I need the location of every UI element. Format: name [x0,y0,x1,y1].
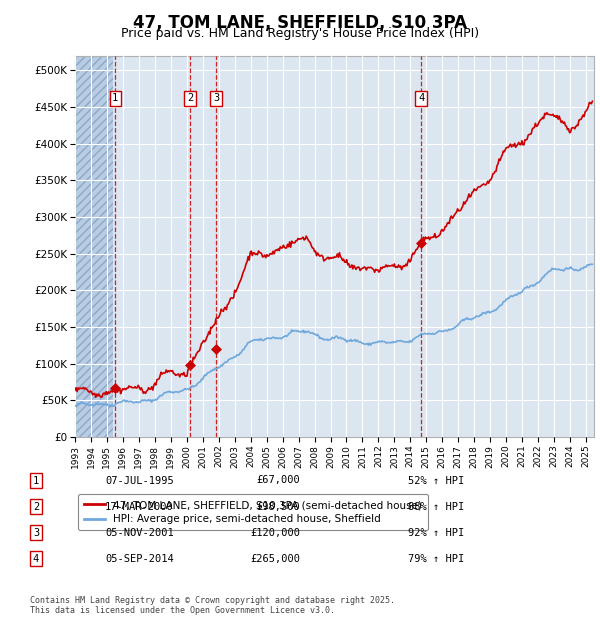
Text: £265,000: £265,000 [250,554,300,564]
Text: 4: 4 [418,94,424,104]
Text: 2: 2 [187,94,193,104]
Text: 92% ↑ HPI: 92% ↑ HPI [408,528,464,538]
Text: Price paid vs. HM Land Registry's House Price Index (HPI): Price paid vs. HM Land Registry's House … [121,27,479,40]
Text: 47, TOM LANE, SHEFFIELD, S10 3PA: 47, TOM LANE, SHEFFIELD, S10 3PA [133,14,467,32]
Text: 4: 4 [33,554,39,564]
Text: 88% ↑ HPI: 88% ↑ HPI [408,502,464,512]
Text: 2: 2 [33,502,39,512]
Text: 07-JUL-1995: 07-JUL-1995 [105,476,174,485]
Legend: 47, TOM LANE, SHEFFIELD, S10 3PA (semi-detached house), HPI: Average price, semi: 47, TOM LANE, SHEFFIELD, S10 3PA (semi-d… [77,494,428,531]
Text: 17-MAR-2000: 17-MAR-2000 [105,502,174,512]
Text: 05-SEP-2014: 05-SEP-2014 [105,554,174,564]
Text: £67,000: £67,000 [256,476,300,485]
Text: £120,000: £120,000 [250,528,300,538]
Text: 05-NOV-2001: 05-NOV-2001 [105,528,174,538]
Text: 52% ↑ HPI: 52% ↑ HPI [408,476,464,485]
Bar [75,56,113,437]
Text: 3: 3 [33,528,39,538]
Text: 1: 1 [112,94,118,104]
Text: Contains HM Land Registry data © Crown copyright and database right 2025.
This d: Contains HM Land Registry data © Crown c… [30,596,395,615]
Text: £98,500: £98,500 [256,502,300,512]
Text: 3: 3 [213,94,219,104]
Text: 1: 1 [33,476,39,485]
Bar [75,56,113,437]
Text: 79% ↑ HPI: 79% ↑ HPI [408,554,464,564]
